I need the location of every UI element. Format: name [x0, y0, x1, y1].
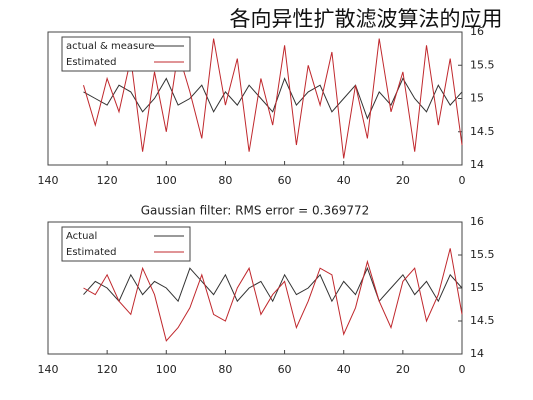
legend-label: Actual	[66, 231, 97, 242]
series-line	[83, 77, 463, 120]
x-tick-label: 20	[396, 363, 410, 376]
legend-box	[61, 226, 191, 262]
x-tick-label: 100	[156, 174, 177, 187]
x-tick-label: 40	[337, 174, 351, 187]
legend-box	[61, 36, 191, 72]
x-tick-label: 60	[278, 363, 292, 376]
x-tick-label: 40	[337, 363, 351, 376]
x-tick-label: 0	[459, 363, 466, 376]
legend-label: Estimated	[66, 247, 117, 258]
series-line	[83, 266, 463, 303]
y-tick-label: 15.5	[470, 58, 495, 71]
y-tick-label: 14	[470, 347, 484, 360]
y-tick-label: 15	[470, 92, 484, 105]
x-tick-label: 0	[459, 174, 466, 187]
y-tick-label: 16	[470, 25, 484, 38]
x-tick-label: 100	[156, 363, 177, 376]
x-tick-label: 140	[38, 363, 59, 376]
series-line	[83, 248, 463, 342]
y-tick-label: 16	[470, 215, 484, 228]
x-tick-label: 20	[396, 174, 410, 187]
y-tick-label: 14	[470, 158, 484, 171]
legend-label: Estimated	[66, 57, 117, 68]
y-tick-label: 14.5	[470, 314, 495, 327]
y-tick-label: 15	[470, 281, 484, 294]
x-tick-label: 140	[38, 174, 59, 187]
x-tick-label: 60	[278, 174, 292, 187]
chart-title: Gaussian filter: RMS error = 0.369772	[141, 204, 370, 218]
x-tick-label: 80	[218, 363, 232, 376]
x-tick-label: 80	[218, 174, 232, 187]
x-tick-label: 120	[97, 363, 118, 376]
headline: 各向异性扩散滤波算法的应用	[230, 7, 503, 31]
y-tick-label: 15.5	[470, 248, 495, 261]
legend-label: actual & measure	[66, 41, 155, 52]
series-line	[83, 38, 463, 159]
y-tick-label: 14.5	[470, 125, 495, 138]
x-tick-label: 120	[97, 174, 118, 187]
